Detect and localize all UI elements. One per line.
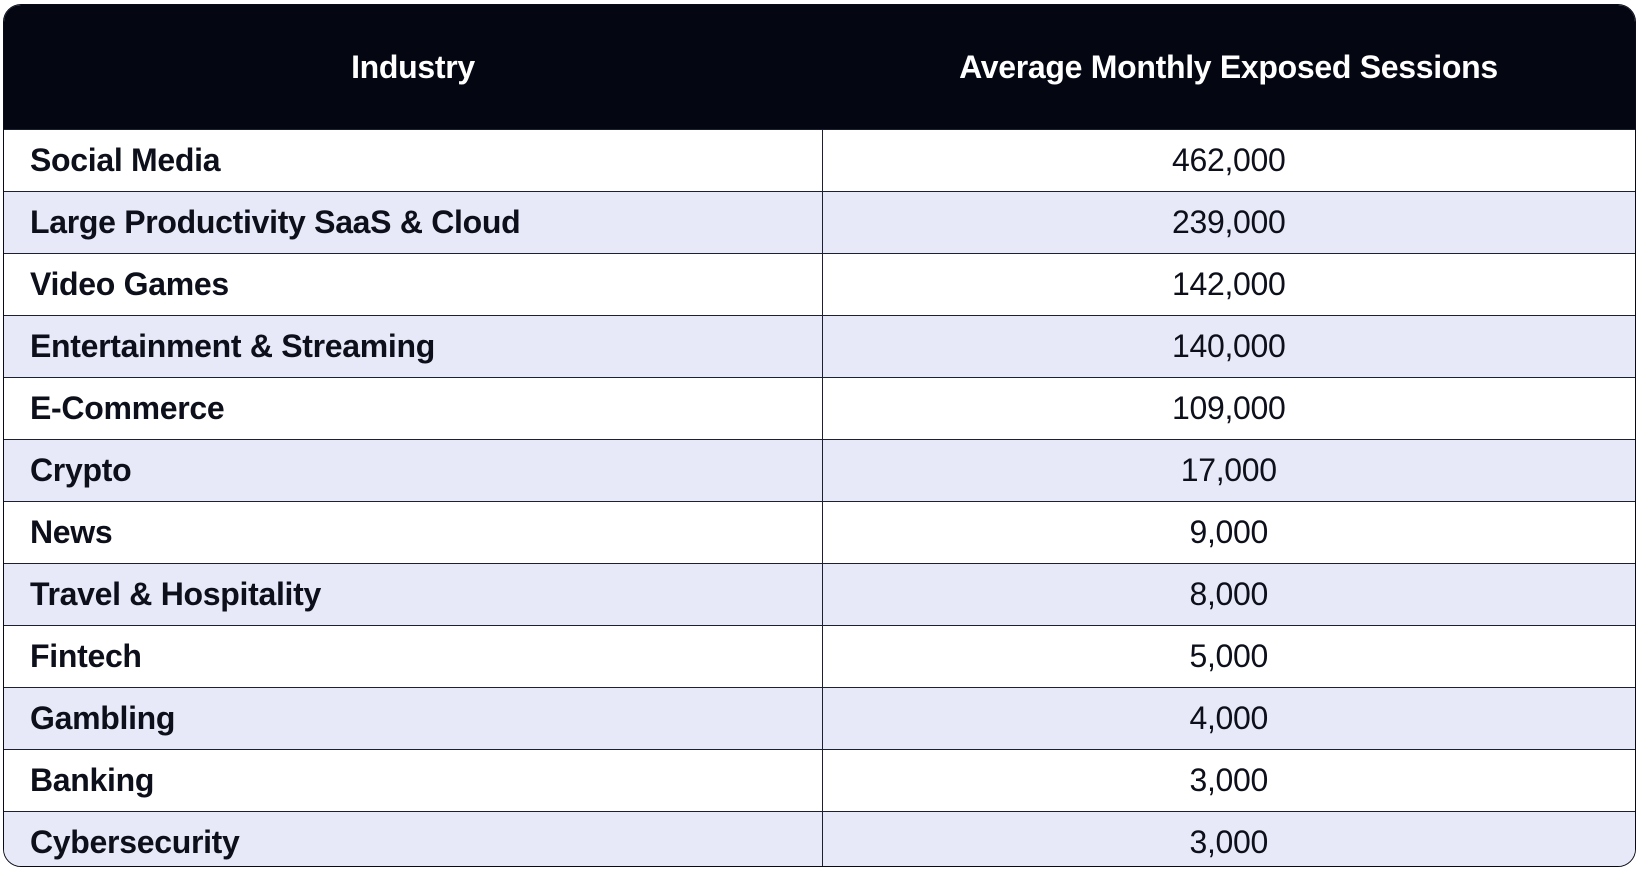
industry-cell: Video Games (4, 253, 822, 316)
table-row: Gambling 4,000 (4, 687, 1635, 750)
industry-cell: Gambling (4, 687, 822, 750)
table-body: Social Media 462,000 Large Productivity Sa… (4, 129, 1635, 866)
industry-cell: News (4, 501, 822, 564)
table-row: Video Games 142,000 (4, 253, 1635, 316)
sessions-value-cell: 9,000 (821, 501, 1635, 564)
industry-cell: Cybersecurity (4, 811, 822, 866)
sessions-value-cell: 140,000 (821, 315, 1635, 378)
industry-sessions-table: Industry Average Monthly Exposed Session… (4, 5, 1635, 866)
industry-cell: Travel & Hospitality (4, 563, 822, 626)
industry-cell: Fintech (4, 625, 822, 688)
industry-cell: Crypto (4, 439, 822, 502)
sessions-value-cell: 5,000 (821, 625, 1635, 688)
sessions-value-cell: 142,000 (821, 253, 1635, 316)
industry-cell: Social Media (4, 129, 822, 192)
table-row: Travel & Hospitality 8,000 (4, 563, 1635, 626)
sessions-value-cell: 3,000 (821, 811, 1635, 866)
data-table-container: Industry Average Monthly Exposed Session… (3, 4, 1636, 867)
sessions-value-cell: 3,000 (821, 749, 1635, 812)
industry-cell: Large Productivity SaaS & Cloud (4, 191, 822, 254)
industry-cell: Banking (4, 749, 822, 812)
table-row: News 9,000 (4, 501, 1635, 564)
table-row: Large Productivity SaaS & Cloud 239,000 (4, 191, 1635, 254)
sessions-value-cell: 109,000 (821, 377, 1635, 440)
sessions-value-cell: 462,000 (821, 129, 1635, 192)
table-row: Social Media 462,000 (4, 129, 1635, 192)
sessions-value-cell: 239,000 (821, 191, 1635, 254)
column-header-sessions: Average Monthly Exposed Sessions (822, 5, 1635, 130)
table-row: Entertainment & Streaming 140,000 (4, 315, 1635, 378)
table-header: Industry Average Monthly Exposed Session… (4, 5, 1635, 130)
industry-cell: Entertainment & Streaming (4, 315, 822, 378)
column-header-industry: Industry (4, 5, 822, 130)
header-row: Industry Average Monthly Exposed Session… (4, 5, 1635, 130)
sessions-value-cell: 8,000 (821, 563, 1635, 626)
table-row: Crypto 17,000 (4, 439, 1635, 502)
table-row: Banking 3,000 (4, 749, 1635, 812)
sessions-value-cell: 4,000 (821, 687, 1635, 750)
table-row: E-Commerce 109,000 (4, 377, 1635, 440)
sessions-value-cell: 17,000 (821, 439, 1635, 502)
table-row: Cybersecurity 3,000 (4, 811, 1635, 866)
table-row: Fintech 5,000 (4, 625, 1635, 688)
industry-cell: E-Commerce (4, 377, 822, 440)
